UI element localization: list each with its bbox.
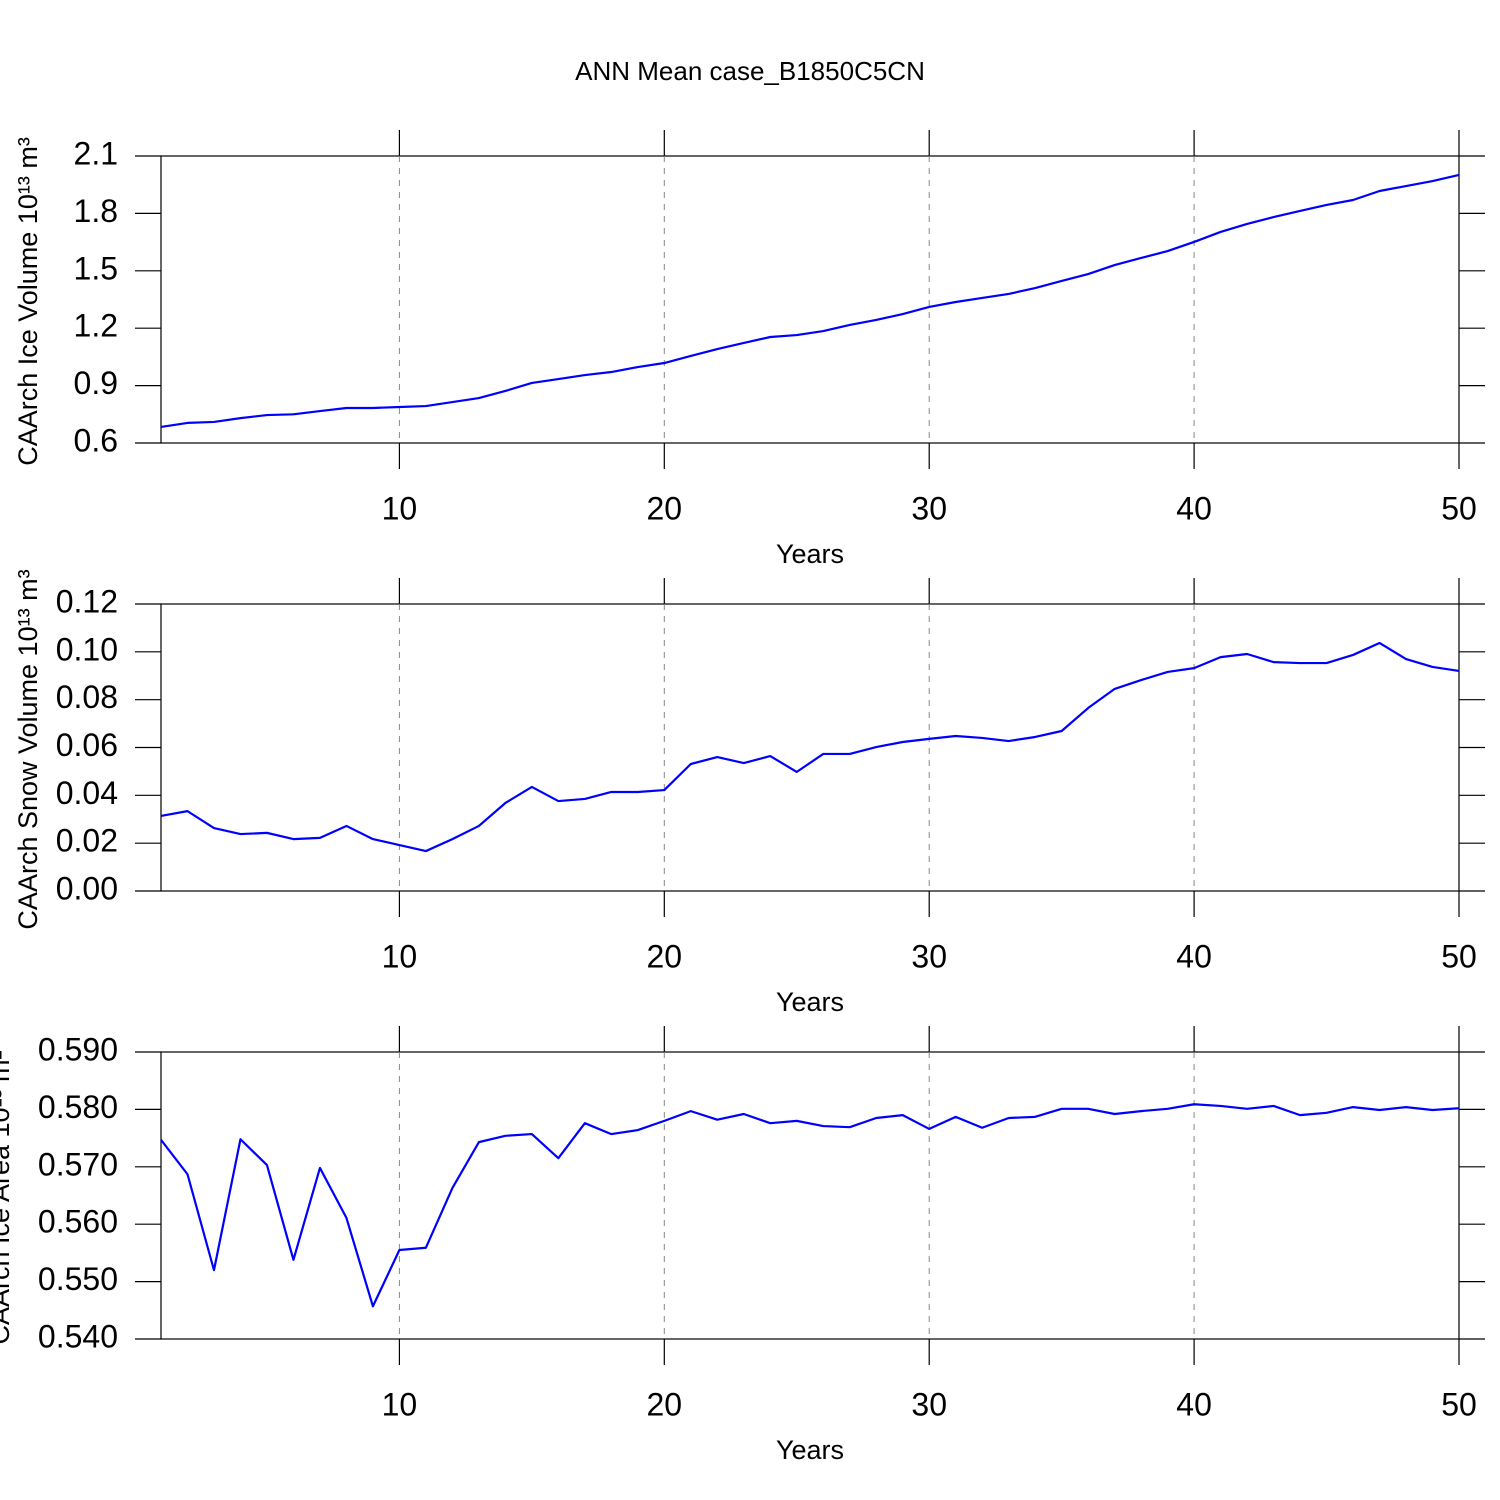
x-tick-label: 30 (911, 490, 947, 526)
y-tick-label: 0.06 (56, 727, 118, 763)
x-tick-label: 30 (911, 1386, 947, 1422)
y-tick-label: 0.12 (56, 583, 118, 619)
chart-title: ANN Mean case_B1850C5CN (575, 56, 925, 86)
x-tick-label: 10 (382, 490, 418, 526)
x-tick-label: 40 (1176, 1386, 1212, 1422)
x-tick-label: 20 (647, 938, 683, 974)
y-tick-label: 0.580 (38, 1089, 118, 1125)
y-axis-label: CAArch Ice Volume 10¹³ m³ (13, 137, 43, 466)
x-tick-label: 10 (382, 938, 418, 974)
y-tick-label: 0.10 (56, 631, 118, 667)
y-tick-label: 0.6 (74, 422, 118, 458)
x-axis-label: Years (776, 539, 844, 569)
y-tick-label: 0.590 (38, 1031, 118, 1067)
y-tick-label: 0.560 (38, 1204, 118, 1240)
plot-frame (160, 155, 1460, 444)
x-tick-label: 50 (1441, 938, 1477, 974)
x-tick-label: 50 (1441, 1386, 1477, 1422)
y-axis-label: CAArch Snow Volume 10¹³ m³ (13, 569, 43, 929)
y-tick-label: 0.00 (56, 870, 118, 906)
y-tick-label: 0.04 (56, 775, 118, 811)
data-line (160, 173, 1460, 429)
x-tick-label: 40 (1176, 938, 1212, 974)
x-tick-label: 20 (647, 490, 683, 526)
data-line (160, 641, 1460, 853)
y-axis-label: CAArch Ice Area 10¹³ m² (0, 1050, 15, 1344)
y-tick-label: 2.1 (74, 135, 118, 171)
y-tick-label: 1.2 (74, 308, 118, 344)
y-tick-label: 0.570 (38, 1146, 118, 1182)
y-tick-label: 1.8 (74, 193, 118, 229)
x-tick-label: 50 (1441, 490, 1477, 526)
plot-frame (160, 603, 1460, 892)
x-tick-label: 20 (647, 1386, 683, 1422)
y-tick-label: 0.08 (56, 679, 118, 715)
x-tick-label: 40 (1176, 490, 1212, 526)
y-tick-label: 0.9 (74, 365, 118, 401)
data-line (160, 1103, 1460, 1308)
y-tick-label: 1.5 (74, 250, 118, 286)
x-axis-label: Years (776, 987, 844, 1017)
x-tick-label: 30 (911, 938, 947, 974)
y-tick-label: 0.550 (38, 1261, 118, 1297)
plot-frame (160, 1051, 1460, 1340)
x-tick-label: 10 (382, 1386, 418, 1422)
y-tick-label: 0.540 (38, 1318, 118, 1354)
x-axis-label: Years (776, 1435, 844, 1465)
y-tick-label: 0.02 (56, 823, 118, 859)
